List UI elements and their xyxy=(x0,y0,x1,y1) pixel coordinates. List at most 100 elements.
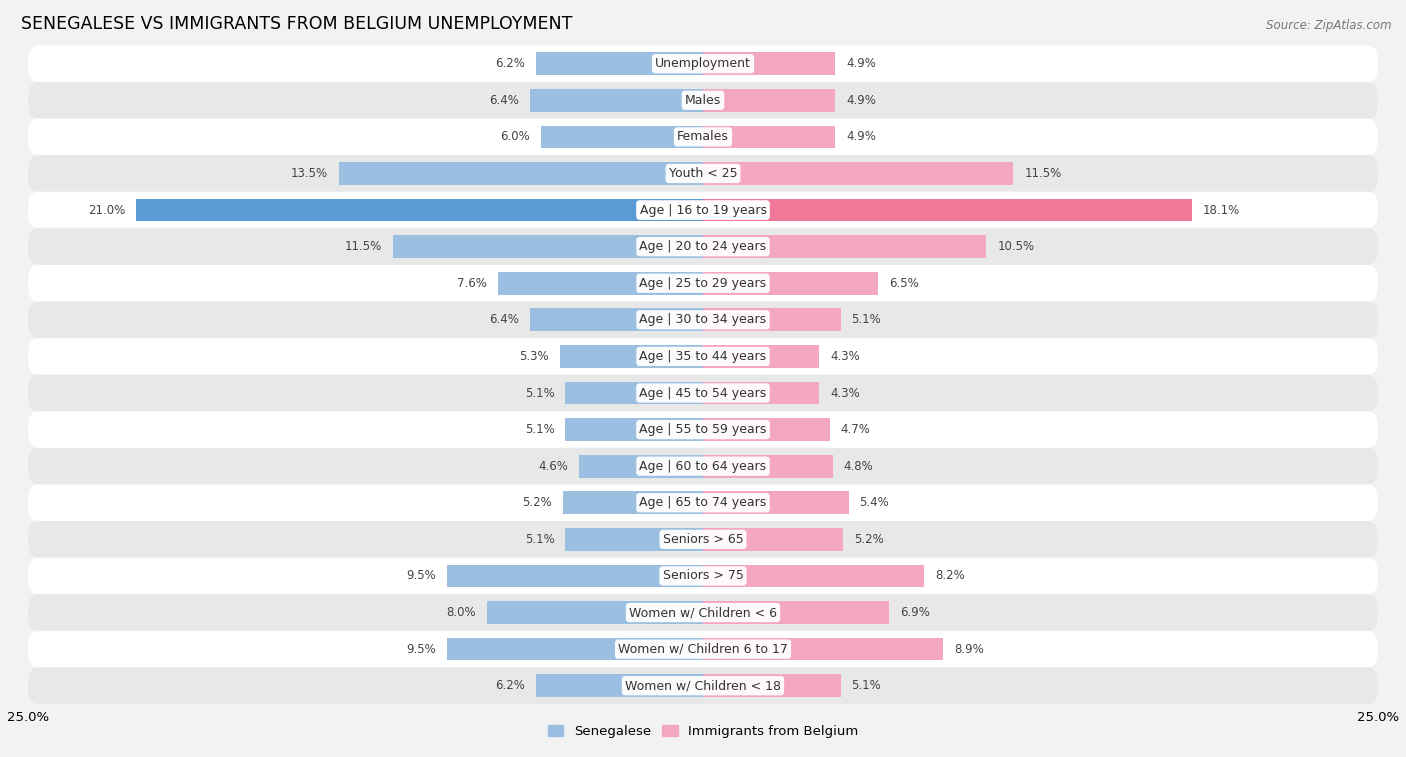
FancyBboxPatch shape xyxy=(28,375,1378,411)
Bar xyxy=(703,674,841,697)
Bar xyxy=(703,345,820,368)
Bar xyxy=(530,89,703,111)
Bar xyxy=(703,455,832,478)
FancyBboxPatch shape xyxy=(28,448,1378,484)
Bar xyxy=(703,162,1014,185)
FancyBboxPatch shape xyxy=(28,521,1378,558)
Bar xyxy=(486,601,703,624)
Bar xyxy=(447,565,703,587)
Text: 6.5%: 6.5% xyxy=(889,277,920,290)
Bar xyxy=(703,126,835,148)
Bar xyxy=(703,52,835,75)
Bar xyxy=(703,272,879,294)
Text: Age | 16 to 19 years: Age | 16 to 19 years xyxy=(640,204,766,217)
FancyBboxPatch shape xyxy=(28,411,1378,448)
Text: Women w/ Children < 6: Women w/ Children < 6 xyxy=(628,606,778,619)
Text: 4.9%: 4.9% xyxy=(846,58,876,70)
Text: 9.5%: 9.5% xyxy=(406,643,436,656)
Text: Age | 60 to 64 years: Age | 60 to 64 years xyxy=(640,459,766,472)
Text: 4.9%: 4.9% xyxy=(846,94,876,107)
Text: Seniors > 65: Seniors > 65 xyxy=(662,533,744,546)
Text: 5.1%: 5.1% xyxy=(852,313,882,326)
Text: 4.6%: 4.6% xyxy=(538,459,568,472)
Text: Women w/ Children 6 to 17: Women w/ Children 6 to 17 xyxy=(619,643,787,656)
Bar xyxy=(565,419,703,441)
Text: Seniors > 75: Seniors > 75 xyxy=(662,569,744,582)
FancyBboxPatch shape xyxy=(28,668,1378,704)
Bar xyxy=(703,382,820,404)
Text: 8.9%: 8.9% xyxy=(955,643,984,656)
FancyBboxPatch shape xyxy=(28,119,1378,155)
Text: 5.4%: 5.4% xyxy=(859,497,890,509)
Bar xyxy=(703,419,830,441)
Text: 8.0%: 8.0% xyxy=(447,606,477,619)
Bar xyxy=(703,528,844,550)
Text: Age | 35 to 44 years: Age | 35 to 44 years xyxy=(640,350,766,363)
Text: 6.0%: 6.0% xyxy=(501,130,530,143)
Text: 5.3%: 5.3% xyxy=(519,350,550,363)
FancyBboxPatch shape xyxy=(28,558,1378,594)
Text: 9.5%: 9.5% xyxy=(406,569,436,582)
FancyBboxPatch shape xyxy=(28,229,1378,265)
Text: Unemployment: Unemployment xyxy=(655,58,751,70)
FancyBboxPatch shape xyxy=(28,594,1378,631)
Text: Women w/ Children < 18: Women w/ Children < 18 xyxy=(626,679,780,692)
FancyBboxPatch shape xyxy=(28,301,1378,338)
Bar xyxy=(565,382,703,404)
Bar xyxy=(703,309,841,331)
Text: 11.5%: 11.5% xyxy=(1024,167,1062,180)
Text: Age | 20 to 24 years: Age | 20 to 24 years xyxy=(640,240,766,253)
Text: 5.1%: 5.1% xyxy=(852,679,882,692)
Text: Age | 55 to 59 years: Age | 55 to 59 years xyxy=(640,423,766,436)
Bar xyxy=(579,455,703,478)
Text: 6.2%: 6.2% xyxy=(495,58,524,70)
Legend: Senegalese, Immigrants from Belgium: Senegalese, Immigrants from Belgium xyxy=(543,720,863,743)
Bar xyxy=(703,89,835,111)
FancyBboxPatch shape xyxy=(28,192,1378,229)
Text: Source: ZipAtlas.com: Source: ZipAtlas.com xyxy=(1267,19,1392,32)
Text: Youth < 25: Youth < 25 xyxy=(669,167,737,180)
FancyBboxPatch shape xyxy=(28,338,1378,375)
Text: 5.1%: 5.1% xyxy=(524,387,554,400)
Text: Age | 45 to 54 years: Age | 45 to 54 years xyxy=(640,387,766,400)
Text: 4.8%: 4.8% xyxy=(844,459,873,472)
FancyBboxPatch shape xyxy=(28,484,1378,521)
Text: Age | 65 to 74 years: Age | 65 to 74 years xyxy=(640,497,766,509)
Text: 6.2%: 6.2% xyxy=(495,679,524,692)
Text: 11.5%: 11.5% xyxy=(344,240,382,253)
Bar xyxy=(530,309,703,331)
Bar xyxy=(703,638,943,660)
Text: 4.3%: 4.3% xyxy=(830,387,859,400)
FancyBboxPatch shape xyxy=(28,265,1378,301)
Text: SENEGALESE VS IMMIGRANTS FROM BELGIUM UNEMPLOYMENT: SENEGALESE VS IMMIGRANTS FROM BELGIUM UN… xyxy=(21,14,572,33)
Text: Age | 16 to 19 years: Age | 16 to 19 years xyxy=(640,204,766,217)
Text: Age | 30 to 34 years: Age | 30 to 34 years xyxy=(640,313,766,326)
Text: 18.1%: 18.1% xyxy=(1202,204,1240,217)
Text: 8.2%: 8.2% xyxy=(935,569,965,582)
Text: 6.4%: 6.4% xyxy=(489,313,519,326)
Bar xyxy=(565,528,703,550)
FancyBboxPatch shape xyxy=(28,155,1378,192)
Text: 4.7%: 4.7% xyxy=(841,423,870,436)
Text: 5.1%: 5.1% xyxy=(524,533,554,546)
Bar xyxy=(560,345,703,368)
Text: Age | 25 to 29 years: Age | 25 to 29 years xyxy=(640,277,766,290)
Bar xyxy=(536,674,703,697)
Bar xyxy=(447,638,703,660)
Text: Males: Males xyxy=(685,94,721,107)
Bar xyxy=(703,199,1192,221)
FancyBboxPatch shape xyxy=(28,631,1378,668)
Text: 5.2%: 5.2% xyxy=(855,533,884,546)
Bar xyxy=(703,601,889,624)
FancyBboxPatch shape xyxy=(28,82,1378,119)
Bar xyxy=(339,162,703,185)
FancyBboxPatch shape xyxy=(28,45,1378,82)
Bar xyxy=(498,272,703,294)
Text: 6.4%: 6.4% xyxy=(489,94,519,107)
Text: 6.9%: 6.9% xyxy=(900,606,929,619)
Bar xyxy=(136,199,703,221)
Bar xyxy=(536,52,703,75)
Text: 13.5%: 13.5% xyxy=(291,167,328,180)
Text: 10.5%: 10.5% xyxy=(997,240,1035,253)
Bar xyxy=(703,491,849,514)
